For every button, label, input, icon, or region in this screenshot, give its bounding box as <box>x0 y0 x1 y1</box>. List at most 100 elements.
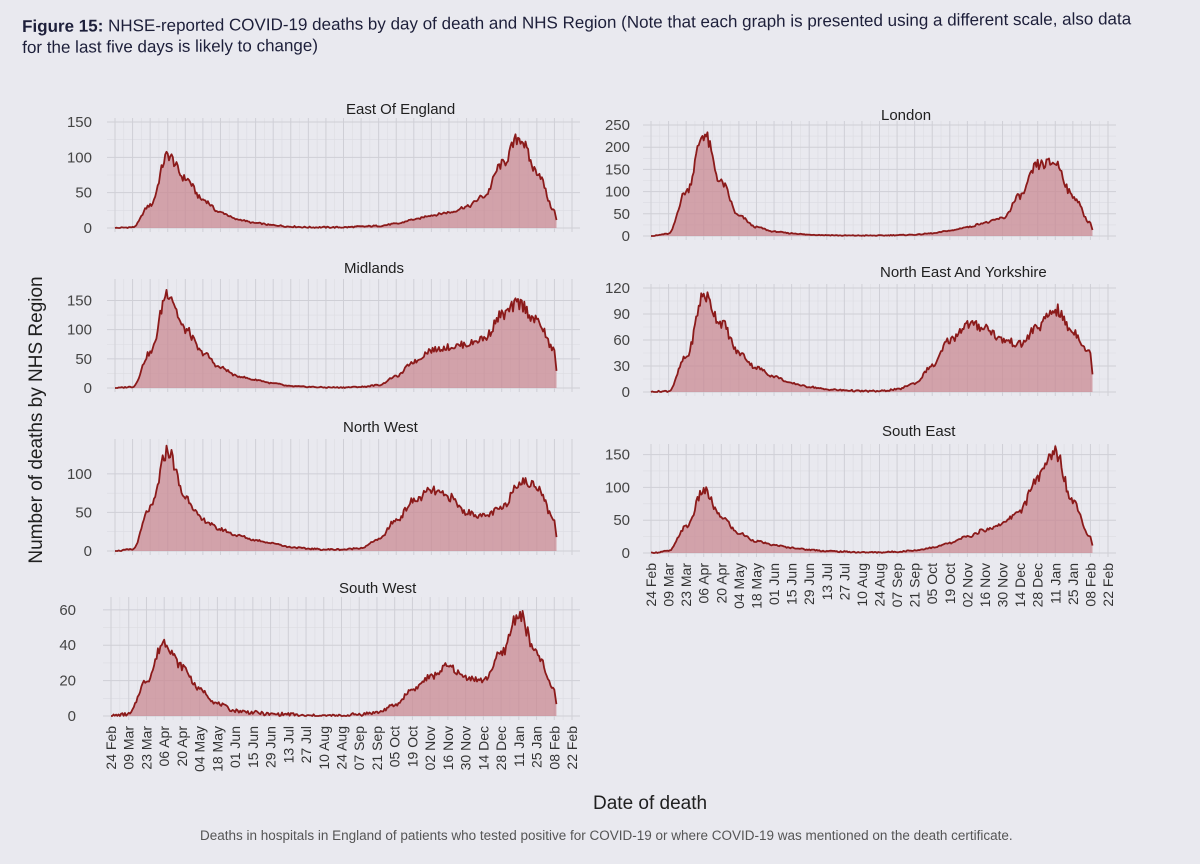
x-tick-label: 24 Aug <box>872 563 888 607</box>
y-tick-label: 0 <box>84 380 92 397</box>
x-tick-label: 29 Jun <box>263 726 279 768</box>
panel-title-midlands: Midlands <box>344 260 405 277</box>
x-tick-label: 01 Jun <box>766 563 782 605</box>
x-tick-label: 08 Feb <box>1082 563 1098 607</box>
chart-london: 0 50 100 150 200 250 <box>605 117 1116 245</box>
series-line <box>114 133 558 229</box>
x-tick-label: 22 Feb <box>564 726 580 770</box>
x-tick-label: 05 Oct <box>387 726 403 767</box>
x-tick-label: 22 Feb <box>1100 563 1116 607</box>
x-tick-label: 30 Nov <box>458 726 474 770</box>
x-tick-label: 16 Nov <box>977 563 993 607</box>
x-tick-label: 08 Feb <box>546 726 562 770</box>
panel-title-north-east-and-yorkshire: North East And Yorkshire <box>880 264 1047 281</box>
y-tick-label: 60 <box>613 332 630 349</box>
x-tick-label: 27 Jul <box>298 726 314 763</box>
x-tick-label: 09 Mar <box>121 726 137 770</box>
x-tick-label: 04 May <box>731 563 747 609</box>
x-tick-label: 15 Jun <box>784 563 800 605</box>
x-tick-label: 25 Jan <box>529 726 545 768</box>
x-tick-label: 07 Sep <box>351 726 367 771</box>
y-tick-label: 100 <box>67 149 92 166</box>
x-tick-label: 02 Nov <box>422 726 438 770</box>
y-tick-label: 30 <box>613 358 630 375</box>
x-axis-label: Date of death <box>593 793 708 814</box>
series-line <box>111 610 558 717</box>
chart-south-west: 0 20 40 60 24 Feb 09 Mar 23 Mar 06 Apr 20 Apr 04 … <box>59 597 580 772</box>
x-tick-label: 14 Dec <box>475 726 491 770</box>
series-line <box>115 289 558 389</box>
y-tick-label: 150 <box>605 447 630 464</box>
y-tick-label: 20 <box>59 673 76 690</box>
x-tick-label: 29 Jun <box>801 563 817 605</box>
y-tick-label: 0 <box>622 545 630 562</box>
x-tick-label: 16 Nov <box>440 726 456 770</box>
x-tick-label: 21 Sep <box>369 726 385 771</box>
x-tick-label: 06 Apr <box>696 563 712 604</box>
panel-title-east-of-england: East Of England <box>346 101 456 118</box>
y-tick-label: 150 <box>605 161 630 178</box>
y-tick-label: 90 <box>613 306 630 323</box>
panel-title-north-west: North West <box>343 419 418 436</box>
y-tick-label: 0 <box>622 384 630 401</box>
y-tick-label: 100 <box>67 466 92 483</box>
series-line <box>115 444 558 552</box>
chart-midlands: 0 50 100 150 <box>67 279 580 397</box>
y-tick-label: 50 <box>75 504 92 521</box>
panel-title-south-west: South West <box>339 580 417 597</box>
chart-north-west: 0 50 100 <box>67 439 580 560</box>
panel-title-london: London <box>881 107 932 124</box>
y-tick-label: 0 <box>84 220 92 237</box>
y-tick-label: 50 <box>75 351 92 368</box>
series-line <box>650 291 1094 393</box>
x-tick-label: 19 Oct <box>404 726 420 767</box>
x-tick-label: 10 Aug <box>316 726 332 770</box>
x-tick-label: 23 Mar <box>138 726 154 770</box>
y-tick-label: 0 <box>622 228 630 245</box>
x-tick-label: 20 Apr <box>174 726 190 767</box>
x-tick-label: 23 Mar <box>678 563 694 607</box>
x-tick-label: 04 May <box>192 726 208 772</box>
series-area <box>651 446 1093 553</box>
x-tick-label: 24 Feb <box>643 563 659 607</box>
x-tick-label: 13 Jul <box>819 563 835 600</box>
x-tick-label: 19 Oct <box>942 563 958 604</box>
chart-north-east-and-yorkshire: 0 30 60 90 120 <box>605 280 1116 401</box>
y-tick-label: 100 <box>605 184 630 201</box>
x-tick-label: 25 Jan <box>1065 563 1081 605</box>
x-tick-label: 05 Oct <box>924 563 940 604</box>
y-tick-label: 200 <box>605 139 630 156</box>
y-tick-label: 150 <box>67 293 92 310</box>
y-tick-label: 100 <box>605 479 630 496</box>
chart-east-of-england: 0 50 100 150 <box>67 114 580 237</box>
x-tick-label: 09 Mar <box>661 563 677 607</box>
y-tick-label: 50 <box>613 512 630 529</box>
x-tick-label: 11 Jan <box>511 726 527 767</box>
x-tick-label: 02 Nov <box>959 563 975 607</box>
x-tick-label: 07 Sep <box>889 563 905 608</box>
x-tick-label: 18 May <box>209 726 225 772</box>
y-tick-label: 50 <box>75 185 92 202</box>
y-tick-label: 50 <box>613 206 630 223</box>
series-area <box>111 610 557 716</box>
x-tick-label: 15 Jun <box>245 726 261 768</box>
series-area <box>115 134 557 228</box>
x-tick-label: 20 Apr <box>713 563 729 604</box>
series-line <box>650 445 1094 554</box>
y-tick-label: 0 <box>84 543 92 560</box>
series-area <box>651 132 1093 236</box>
x-tick-label: 30 Nov <box>995 563 1011 607</box>
y-tick-label: 60 <box>59 602 76 619</box>
x-tick-label: 11 Jan <box>1047 563 1063 604</box>
x-tick-label: 14 Dec <box>1012 563 1028 607</box>
x-tick-label: 28 Dec <box>493 726 509 770</box>
x-tick-label: 01 Jun <box>227 726 243 768</box>
y-tick-label: 120 <box>605 280 630 297</box>
x-tick-label: 13 Jul <box>280 726 296 763</box>
panel-title-south-east: South East <box>882 423 956 440</box>
series-area <box>115 445 557 551</box>
x-tick-label: 24 Feb <box>103 726 119 770</box>
y-tick-label: 0 <box>68 708 76 725</box>
